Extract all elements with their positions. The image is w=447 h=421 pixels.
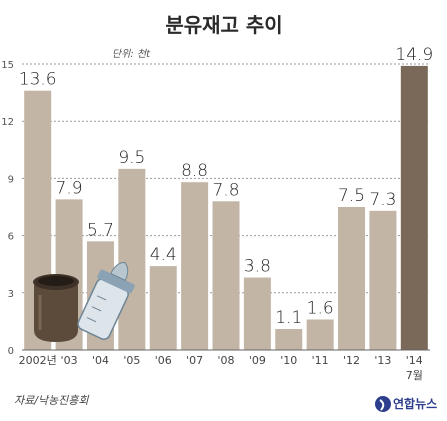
x-tick-label: '03: [61, 354, 78, 367]
unit-label: 단위: 천t: [112, 48, 151, 60]
value-label: 9.5: [118, 148, 145, 168]
x-tick-label: '04: [92, 354, 109, 367]
x-tick-label: '12: [343, 354, 360, 367]
bar: [243, 277, 271, 350]
bar: [275, 329, 303, 350]
logo-text: 연합뉴스: [393, 396, 437, 411]
y-tick-label: 3: [8, 289, 14, 300]
x-tick-label: '10: [280, 354, 297, 367]
x-tick-label: '08: [217, 354, 234, 367]
formula-can-illustration: [33, 274, 79, 342]
value-label: 1.1: [275, 308, 302, 328]
bar: [181, 182, 209, 350]
yonhap-logo: 연합뉴스: [375, 396, 437, 412]
y-tick-label: 15: [1, 60, 14, 71]
bar: [306, 319, 334, 350]
value-label: 1.6: [307, 298, 334, 318]
x-tick-sublabel: 7월: [406, 369, 423, 382]
value-label: 14.9: [395, 45, 433, 65]
y-tick-label: 0: [8, 346, 14, 357]
value-label: 4.4: [150, 245, 177, 265]
x-tick-label: '09: [249, 354, 266, 367]
x-tick-label: '07: [186, 354, 203, 367]
value-label: 7.5: [338, 186, 365, 206]
bar: [212, 201, 240, 350]
value-label: 3.8: [244, 257, 271, 277]
value-label: 13.6: [19, 70, 57, 90]
bar: [338, 207, 366, 350]
x-tick-label: '14: [406, 354, 423, 367]
x-tick-label: '11: [312, 354, 329, 367]
x-axis-labels: 2002년 '03 '04 '05 '06 '07 '08 '09 '10 '11 '12 '13 '1…: [19, 354, 423, 382]
value-label: 7.8: [212, 180, 239, 200]
value-label: 8.8: [181, 161, 208, 181]
bars: 13.6 7.9 5.7 9.5 4.4 8.87.8 3.8 1.1 1.6 7.5 7.3 14.…: [19, 45, 433, 351]
x-tick-label: '13: [374, 354, 391, 367]
value-label: 7.9: [56, 178, 83, 198]
value-label: 5.7: [87, 220, 114, 240]
bar: [369, 210, 397, 350]
x-tick-label: 2002년: [19, 354, 57, 367]
x-tick-label: '05: [123, 354, 140, 367]
bar: [149, 266, 177, 350]
bar: [400, 65, 428, 350]
bar: [118, 168, 146, 350]
y-tick-label: 12: [1, 117, 14, 128]
baby-bottle-illustration: [77, 261, 135, 340]
x-tick-label: '06: [155, 354, 172, 367]
chart-title: 분유재고 추이: [165, 13, 282, 37]
y-tick-label: 9: [8, 174, 14, 185]
source-label: 자료/낙농진흥회: [14, 394, 89, 407]
value-label: 7.3: [369, 190, 396, 210]
y-tick-label: 6: [8, 232, 14, 243]
